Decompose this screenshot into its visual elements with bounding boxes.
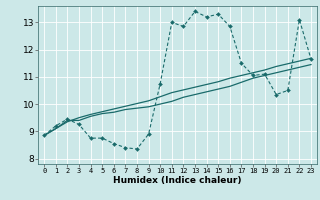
X-axis label: Humidex (Indice chaleur): Humidex (Indice chaleur) (113, 176, 242, 185)
